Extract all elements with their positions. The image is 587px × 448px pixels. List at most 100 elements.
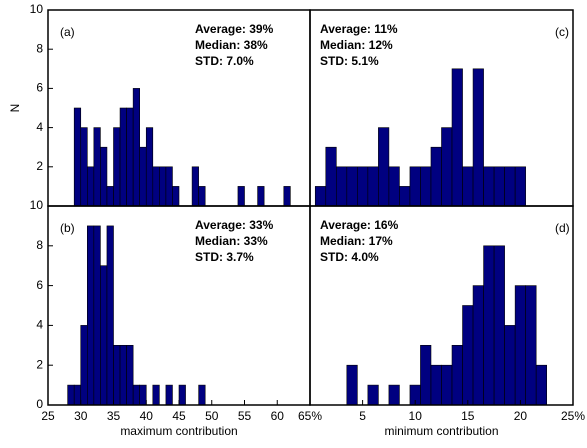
y-tick-label: 0 [36,397,43,411]
bar [535,364,547,406]
bar [462,305,474,406]
x-tick-label: 60 [271,409,285,423]
bar [152,384,160,406]
x-tick-label: 5 [359,409,366,423]
stat-annotation: Average: 39% [195,22,274,36]
panel-label: (c) [555,25,569,39]
panel-label: (d) [555,221,570,235]
x-axis-label: minimum contribution [384,424,498,438]
bar [139,384,147,406]
y-tick-label: 8 [36,238,43,252]
x-axis-label: maximum contribution [120,424,237,438]
bar [430,364,442,406]
stat-annotation: Median: 17% [320,234,393,248]
bar [80,127,88,207]
x-tick-label: 30 [74,409,88,423]
axes-frame [309,205,574,406]
bar [106,186,114,207]
bar [87,225,95,406]
stat-annotation: Average: 33% [195,218,274,232]
x-tick-label: 45 [172,409,186,423]
bar [113,127,121,207]
bar [119,107,127,207]
bar [357,166,369,207]
bar [106,225,114,406]
bar [198,384,206,406]
bar [100,146,108,207]
y-tick-label: 2 [36,159,43,173]
bar [314,186,327,207]
bar [126,344,134,406]
bar [80,325,88,406]
stat-annotation: Average: 16% [320,218,399,232]
bar [504,325,516,406]
bar [335,166,348,207]
bar [159,166,167,207]
bar [514,166,526,207]
bar [191,166,199,207]
bar [283,186,291,207]
bar [388,166,400,207]
bar [367,384,379,406]
bar [430,146,442,207]
y-tick-label: 4 [36,318,43,332]
panel-label: (b) [60,221,75,235]
y-tick-label: 2 [36,357,43,371]
bar [237,186,245,207]
bar [172,186,180,207]
bar [399,186,411,207]
bar [87,166,95,207]
bar [93,127,101,207]
bar [132,88,140,207]
bar [152,166,160,207]
bar [472,68,484,207]
bar [178,384,186,406]
y-tick-label: 6 [36,278,43,292]
stat-annotation: Median: 33% [195,234,268,248]
bar [525,285,537,406]
bar [462,166,474,207]
stat-annotation: STD: 5.1% [320,54,379,68]
x-tick-label: 15 [461,409,475,423]
bar [198,186,206,207]
y-tick-label: 10 [30,2,44,16]
y-axis-label: N [8,104,22,113]
bar [100,265,108,406]
bar [451,344,463,406]
bar [165,166,173,207]
y-tick-label: 8 [36,41,43,55]
bar [388,384,400,406]
y-tick-label: 6 [36,81,43,95]
bar [493,245,505,406]
bar [346,166,358,207]
x-tick-label: 50 [205,409,219,423]
bar [165,384,173,406]
stat-annotation: Average: 11% [320,22,398,36]
bar [420,166,432,207]
bar [119,344,127,406]
bar [409,166,421,207]
bar [472,285,484,406]
x-tick-label: 55 [238,409,252,423]
stat-annotation: STD: 4.0% [320,250,379,264]
bar [514,285,526,406]
y-tick-label: 10 [30,198,44,212]
bar [367,166,379,207]
y-tick-label: 4 [36,120,43,134]
x-tick-label: 25 [41,409,55,423]
bar [451,68,463,207]
bar [420,344,432,406]
x-tick-label: 40 [140,409,154,423]
stat-annotation: Median: 38% [195,38,268,52]
bar [441,364,453,406]
bar [483,166,495,207]
bar [73,107,82,207]
bar [325,146,337,207]
x-tick-label: 25% [561,409,585,423]
bar [493,166,505,207]
bar [126,107,134,207]
stat-annotation: STD: 3.7% [195,250,254,264]
panel-label: (a) [60,25,75,39]
x-tick-label: 65% [298,409,322,423]
